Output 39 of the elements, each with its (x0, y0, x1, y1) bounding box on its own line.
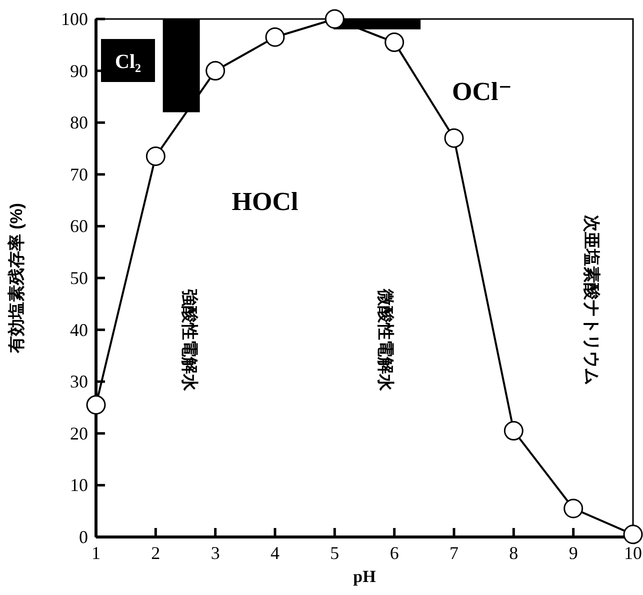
x-tick-label: 8 (509, 543, 518, 563)
y-tick-label: 0 (79, 527, 88, 547)
annotation: Cl₂ (115, 51, 141, 73)
point (146, 146, 166, 166)
x-tick-label: 3 (210, 543, 220, 563)
y-tick-label: 50 (70, 268, 88, 288)
annotation: 強酸性電解水 (180, 289, 199, 392)
annotation: 次亜塩素酸ナトリウム (582, 215, 601, 385)
annotation: 微酸性電解水 (376, 288, 395, 392)
point (384, 32, 404, 52)
x-tick-label: 10 (624, 543, 642, 563)
y-tick-label: 70 (70, 164, 88, 184)
point (564, 498, 584, 518)
annotation: HOCl (232, 187, 298, 216)
y-tick-label: 60 (70, 216, 88, 236)
point (444, 128, 464, 148)
x-tick-label: 1 (92, 543, 100, 563)
x-tick-label: 5 (330, 543, 340, 563)
point (324, 9, 344, 29)
y-tick-label: 90 (70, 60, 88, 81)
y-axis-title: 有効塩素残存率 (%) (7, 202, 26, 354)
y-tick-label: 10 (70, 475, 88, 496)
x-axis-title: pH (353, 567, 376, 586)
y-tick-label: 30 (70, 372, 88, 392)
x-tick-label: 9 (568, 543, 578, 563)
point (504, 421, 524, 441)
x-tick-label: 6 (390, 543, 399, 563)
annotation: OCl⁻ (452, 77, 512, 106)
x-tick-label: 4 (270, 543, 280, 563)
y-tick-label: 100 (61, 9, 88, 29)
x-tick-label: 7 (450, 543, 458, 563)
point (265, 27, 285, 47)
y-tick-label: 80 (70, 112, 88, 133)
point (206, 61, 226, 81)
y-tick-label: 20 (70, 423, 88, 444)
x-tick-label: 2 (151, 543, 160, 563)
point (86, 395, 106, 415)
y-tick-label: 40 (70, 320, 88, 340)
point (623, 524, 643, 544)
